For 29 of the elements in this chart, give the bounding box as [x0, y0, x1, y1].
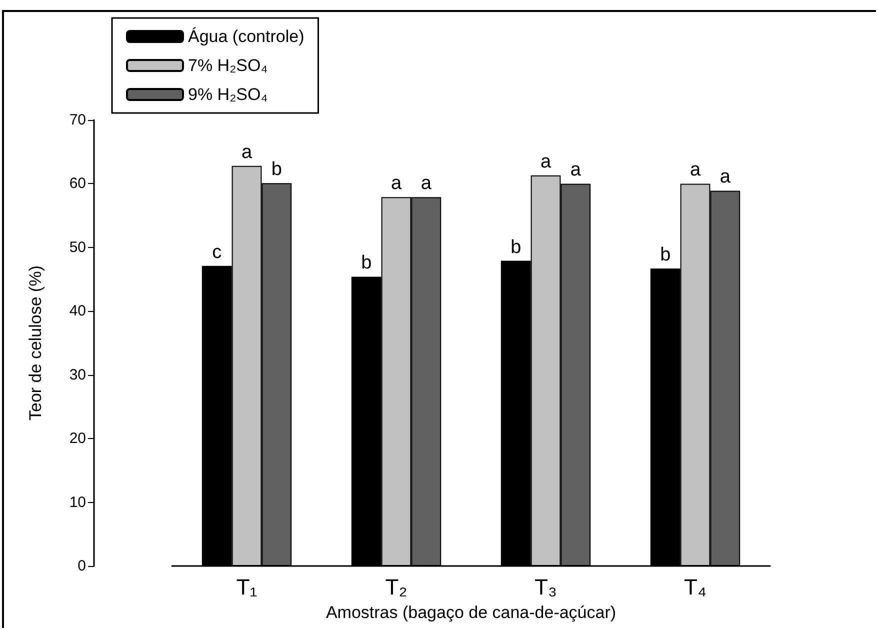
data-label: a: [241, 142, 252, 163]
x-tick-label: T₁: [236, 574, 258, 600]
data-label: a: [720, 166, 731, 188]
y-tick-label: 60: [69, 175, 86, 192]
data-label: b: [361, 252, 372, 274]
data-label: c: [212, 242, 222, 263]
data-label: a: [540, 151, 552, 172]
data-label: a: [570, 160, 582, 181]
data-label: b: [271, 159, 282, 180]
y-tick-label: 30: [69, 366, 86, 384]
x-tick-label: T₄: [684, 574, 706, 600]
legend-label: 7% H₂SO₄: [188, 56, 268, 75]
data-label: a: [690, 160, 701, 181]
data-label: a: [420, 173, 432, 194]
legend-label: 9% H₂SO₄: [188, 85, 268, 104]
data-label: b: [510, 236, 522, 258]
data-label: b: [660, 244, 671, 266]
y-tick-label: 0: [78, 558, 86, 574]
y-tick-label: 20: [69, 430, 86, 448]
x-tick-label: T₃: [534, 574, 557, 600]
data-label: a: [390, 173, 402, 194]
y-tick-label: 50: [69, 238, 86, 256]
legend-label: Água (controle): [188, 27, 304, 46]
x-axis-title: Amostras (bagaço de cana-de-açúcar): [326, 603, 616, 622]
x-tick-label: T₂: [385, 574, 408, 600]
y-tick-label: 10: [69, 494, 86, 511]
y-axis-title: Teor de celulose (%): [26, 266, 45, 420]
y-tick-label: 40: [69, 302, 86, 320]
y-tick-label: 70: [69, 112, 86, 128]
